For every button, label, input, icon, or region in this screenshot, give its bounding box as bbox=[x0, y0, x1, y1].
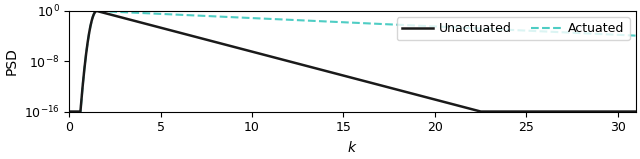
Actuated bbox=[168, 14, 176, 15]
Actuated bbox=[531, 30, 539, 32]
Unactuated bbox=[65, 111, 73, 113]
Unactuated bbox=[405, 92, 413, 94]
Y-axis label: PSD: PSD bbox=[4, 47, 18, 75]
Actuated bbox=[65, 117, 73, 119]
Legend: Unactuated, Actuated: Unactuated, Actuated bbox=[397, 17, 630, 40]
Unactuated bbox=[93, 10, 100, 12]
Actuated bbox=[405, 24, 413, 26]
Unactuated bbox=[632, 111, 639, 113]
Line: Unactuated: Unactuated bbox=[69, 11, 636, 112]
X-axis label: $k$: $k$ bbox=[348, 140, 358, 155]
Line: Actuated: Actuated bbox=[69, 11, 636, 118]
Unactuated bbox=[531, 111, 539, 113]
Actuated bbox=[434, 26, 442, 28]
Actuated bbox=[632, 35, 639, 37]
Unactuated bbox=[488, 111, 496, 113]
Unactuated bbox=[168, 30, 176, 32]
Unactuated bbox=[282, 60, 290, 62]
Actuated bbox=[488, 28, 496, 30]
Actuated bbox=[282, 19, 290, 21]
Actuated bbox=[93, 10, 100, 12]
Unactuated bbox=[434, 99, 442, 101]
